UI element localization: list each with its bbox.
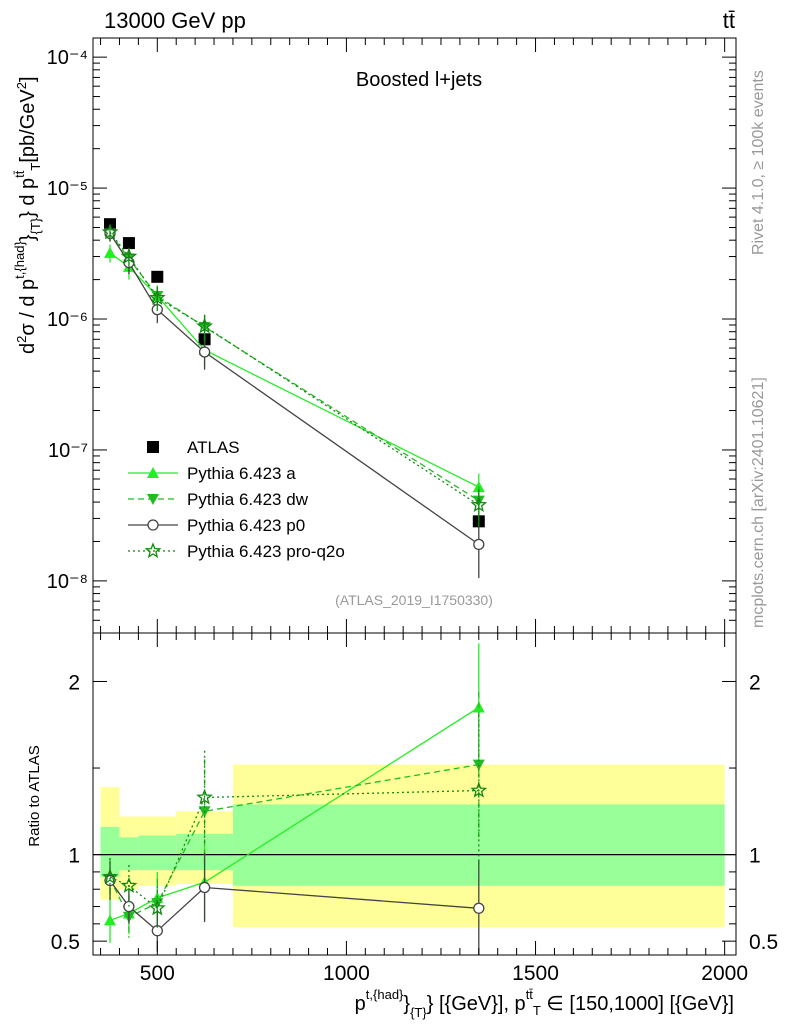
series-line [110, 234, 479, 501]
x-tick-label: 1000 [323, 962, 370, 985]
y-tick-label: 10⁻⁵ [47, 178, 88, 200]
data-point [104, 247, 116, 258]
ratio-y-tick-label-right: 1 [749, 845, 761, 868]
ratio-y-tick-label: 1 [68, 845, 80, 868]
y-axis-label: d2σ / d pt,{had}}{T}} d ptt̄T[pb/GeV2] [12, 76, 43, 354]
main-axes: 10⁻⁸ 10⁻⁷ 10⁻⁶ 10⁻⁵ 10⁻⁴ [47, 38, 736, 633]
legend-label: Pythia 6.423 p0 [187, 516, 305, 535]
legend-entry: Pythia 6.423 dw [128, 490, 309, 509]
ratio-y-tick-label: 2 [68, 671, 80, 694]
x-tick-label: 2000 [701, 962, 748, 985]
ratio-y-label: Ratio to ATLAS [26, 745, 43, 846]
analysis-watermark: (ATLAS_2019_I1750330) [335, 592, 493, 608]
header-left: 13000 GeV pp [104, 8, 246, 33]
ratio-y-tick-label: 0.5 [51, 931, 80, 954]
legend-label: Pythia 6.423 a [187, 464, 296, 483]
series-line [110, 253, 479, 487]
data-point [200, 347, 210, 357]
legend-entry: Pythia 6.423 p0 [128, 516, 305, 535]
ratio-y-tick-label-right: 0.5 [749, 931, 778, 954]
y-tick-label: 10⁻⁴ [47, 47, 88, 69]
data-point [123, 237, 135, 249]
figure-svg: 13000 GeV pp tt̄ Rivet 4.1.0, ≥ 100k eve… [0, 0, 786, 1024]
x-tick-label: 500 [140, 962, 175, 985]
legend-entry: Pythia 6.423 a [128, 464, 296, 483]
legend-label: Pythia 6.423 pro-q2o [187, 542, 345, 561]
data-point [151, 271, 163, 283]
rivet-label: Rivet 4.1.0, ≥ 100k events [750, 70, 767, 255]
uncertainty-band-green [138, 836, 176, 871]
ratio-point [200, 882, 210, 892]
legend-label: Pythia 6.423 dw [187, 490, 309, 509]
ratio-point [474, 903, 484, 913]
legend-marker [148, 520, 158, 530]
y-tick-label: 10⁻⁶ [47, 309, 88, 331]
y-tick-label: 10⁻⁸ [47, 571, 88, 593]
legend-marker [147, 441, 159, 453]
legend: ATLAS Pythia 6.423 a Pythia 6.423 dw Pythia… [128, 438, 345, 561]
legend-entry: Pythia 6.423 pro-q2o [128, 542, 345, 561]
header-right: tt̄ [723, 8, 735, 33]
plot-title: Boosted l+jets [356, 69, 482, 91]
data-point [474, 539, 484, 549]
x-axis-label: pt,{had}}{T}} [{GeV}], ptt̄T ∈ [150,1000… [355, 987, 734, 1020]
y-tick-label: 10⁻⁷ [48, 440, 88, 462]
ratio-point [104, 914, 116, 925]
legend-entry: ATLAS [147, 438, 240, 457]
plot-canvas: 13000 GeV pp tt̄ Rivet 4.1.0, ≥ 100k eve… [0, 0, 786, 1024]
legend-label: ATLAS [187, 438, 240, 457]
mcplots-label: mcplots.cern.ch [arXiv:2401.10621] [750, 377, 767, 628]
x-tick-label: 1500 [512, 962, 559, 985]
ratio-y-tick-label-right: 2 [749, 671, 761, 694]
